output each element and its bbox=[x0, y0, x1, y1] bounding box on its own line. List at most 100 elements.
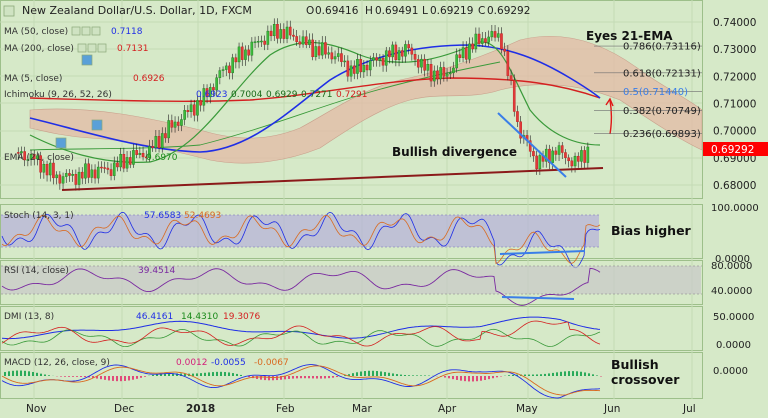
candle-body bbox=[215, 77, 218, 91]
macd-hist-bar bbox=[112, 376, 114, 381]
candle-body bbox=[253, 41, 257, 43]
macd-hist-bar bbox=[568, 371, 570, 376]
candle-body bbox=[84, 163, 87, 179]
macd-hist-bar bbox=[28, 371, 30, 376]
candle-body bbox=[260, 40, 263, 43]
candle-body bbox=[464, 47, 468, 60]
candle-body bbox=[196, 100, 199, 116]
dmi-minus-value: 19.3076 bbox=[223, 312, 260, 322]
candle-body bbox=[359, 59, 362, 73]
candle-body bbox=[39, 155, 42, 173]
macd-signal-value: -0.0067 bbox=[254, 358, 289, 368]
macd-hist-bar bbox=[560, 371, 562, 376]
candle-body bbox=[26, 159, 30, 161]
macd-hist-bar bbox=[220, 371, 222, 376]
macd-hist-bar bbox=[84, 376, 86, 378]
expand-icon[interactable] bbox=[91, 119, 103, 131]
candle-body bbox=[512, 80, 516, 112]
price-indicator-legend: MA (50, close) 0.7118 MA (200, close) 0.… bbox=[4, 27, 368, 163]
macd-hist-bar bbox=[424, 375, 426, 376]
macd-hist-bar bbox=[328, 376, 330, 379]
stoch-band bbox=[1, 215, 599, 247]
candle-body bbox=[384, 50, 388, 66]
eye-icon[interactable] bbox=[77, 43, 87, 53]
dmi-label: DMI (13, 8) bbox=[4, 312, 54, 322]
candle-body bbox=[356, 59, 359, 74]
ohlc-close-label: C bbox=[478, 5, 485, 17]
collapse-icon[interactable] bbox=[3, 5, 15, 17]
close-icon[interactable] bbox=[91, 26, 101, 36]
candle-body bbox=[135, 150, 138, 155]
candle-body bbox=[42, 163, 46, 173]
macd-hist-bar bbox=[184, 373, 186, 376]
macd-hist-bar bbox=[64, 376, 66, 377]
current-price-badge bbox=[703, 142, 768, 156]
macd-hist-bar bbox=[348, 374, 350, 376]
candle-body bbox=[48, 162, 52, 176]
macd-hist-bar bbox=[452, 376, 454, 380]
macd-hist-bar bbox=[76, 376, 78, 377]
macd-hist-bar bbox=[388, 372, 390, 376]
ma5-value: 0.6926 bbox=[133, 74, 165, 84]
macd-hist-bar bbox=[376, 371, 378, 376]
macd-histogram bbox=[4, 370, 602, 382]
candle-body bbox=[391, 44, 394, 58]
candle-body bbox=[410, 47, 414, 55]
macd-hist-bar bbox=[236, 373, 238, 376]
candle-body bbox=[352, 65, 356, 74]
candle-body bbox=[164, 133, 167, 139]
candle-body bbox=[516, 111, 519, 122]
candle-body bbox=[266, 30, 270, 45]
candle-body bbox=[564, 152, 567, 158]
price-axis: 0.740000.730000.720000.710000.700000.690… bbox=[713, 17, 756, 192]
price-tick: 0.70000 bbox=[713, 126, 756, 138]
settings-icon[interactable] bbox=[81, 26, 91, 36]
macd-hist-bar bbox=[100, 376, 102, 380]
macd-hist-bar bbox=[364, 371, 366, 376]
candle-body bbox=[100, 166, 103, 169]
macd-hist-bar bbox=[124, 376, 126, 381]
macd-hist-bar bbox=[276, 376, 278, 381]
candle-body bbox=[237, 46, 241, 63]
macd-hist-bar bbox=[128, 376, 130, 381]
candle-body bbox=[378, 57, 382, 61]
macd-hist-bar bbox=[172, 373, 174, 376]
macd-hist-bar bbox=[400, 374, 402, 376]
candle-body bbox=[509, 75, 513, 81]
candle-body bbox=[528, 140, 532, 152]
macd-hist-bar bbox=[296, 376, 298, 379]
macd-hist-bar bbox=[332, 376, 334, 378]
macd-hist-bar bbox=[140, 376, 142, 378]
expand-icon[interactable] bbox=[55, 137, 67, 149]
indicator-controls[interactable] bbox=[55, 26, 107, 149]
candle-body bbox=[279, 29, 282, 39]
macd-hist-bar bbox=[36, 372, 38, 376]
candle-body bbox=[151, 146, 154, 148]
candle-body bbox=[199, 100, 202, 106]
close-icon[interactable] bbox=[97, 43, 107, 53]
candle-body bbox=[189, 104, 193, 113]
macd-hist-bar bbox=[292, 376, 294, 379]
time-axis-label: Jul bbox=[682, 403, 696, 415]
time-axis-label: Dec bbox=[114, 403, 135, 415]
ma5-label: MA (5, close) bbox=[4, 74, 62, 84]
eye-icon[interactable] bbox=[71, 26, 81, 36]
settings-icon[interactable] bbox=[87, 43, 97, 53]
stoch-divergence-line bbox=[499, 250, 586, 255]
candle-body bbox=[573, 155, 577, 167]
ohlc-open: 0.69416 bbox=[315, 5, 359, 17]
up-arrow-icon bbox=[605, 97, 614, 135]
candle-body bbox=[442, 67, 446, 77]
macd-hist-bar bbox=[356, 372, 358, 376]
candle-body bbox=[375, 57, 378, 61]
rsi-divergence-line bbox=[501, 296, 575, 300]
macd-hist-bar bbox=[588, 373, 590, 376]
expand-icon[interactable] bbox=[81, 54, 93, 66]
macd-hist-bar bbox=[16, 370, 18, 376]
candle-body bbox=[173, 121, 177, 128]
candle-body bbox=[381, 57, 385, 66]
rsi-label: RSI (14, close) bbox=[4, 266, 69, 276]
candle-body bbox=[429, 64, 433, 82]
ma200-line bbox=[29, 77, 601, 102]
macd-hist-bar bbox=[380, 371, 382, 376]
